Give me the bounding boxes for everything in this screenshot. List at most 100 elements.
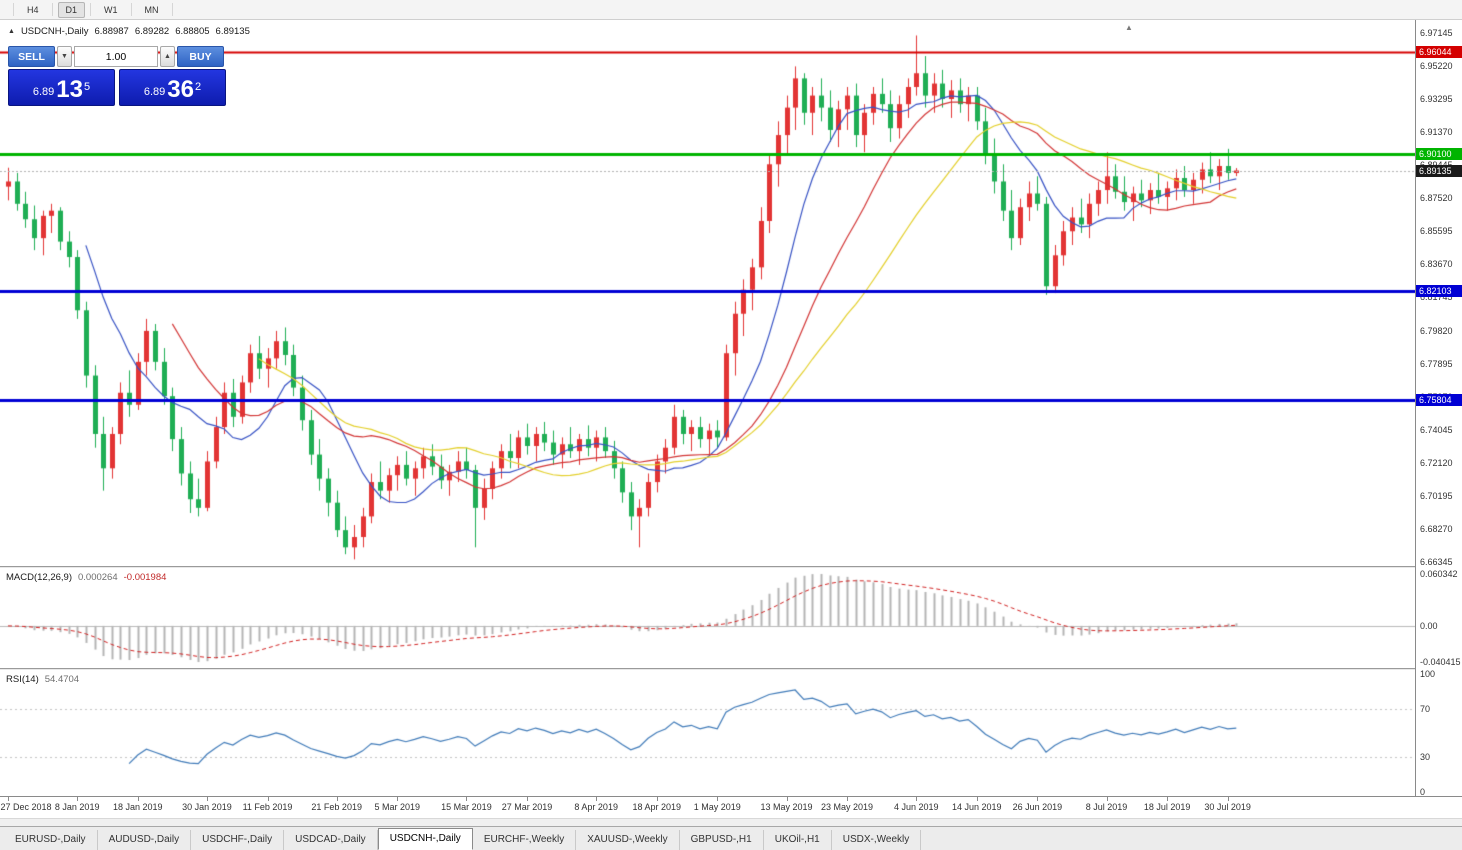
rsi-title-row: RSI(14) 54.4704	[6, 674, 79, 685]
buy-price-point: 2	[195, 81, 202, 93]
date-label: 11 Feb 2019	[242, 802, 293, 812]
one-click-trading-panel: SELL ▼ ▲ BUY 6.89 13 5 6.89 36 2	[8, 46, 226, 106]
price-tick-label: 6.83670	[1420, 259, 1453, 270]
hline-price-badge[interactable]: 6.96044	[1416, 45, 1462, 58]
date-tick	[977, 797, 978, 801]
sell-price-box[interactable]: 6.89 13 5	[8, 69, 115, 106]
chart-shift-marker-icon[interactable]: ▲	[1125, 23, 1133, 32]
hline-price-badge[interactable]: 6.75804	[1416, 393, 1462, 406]
date-label: 27 Dec 2018	[0, 802, 52, 812]
rsi-tick-label: 70	[1420, 704, 1431, 715]
chart-tab-usdcad[interactable]: USDCAD-,Daily	[284, 830, 378, 850]
sell-button[interactable]: SELL	[8, 46, 55, 67]
ohlc-high: 6.89282	[134, 26, 170, 37]
date-label: 30 Jan 2019	[182, 802, 232, 812]
date-label: 27 Mar 2019	[501, 802, 553, 812]
date-tick	[717, 797, 718, 801]
price-tick-label: 6.66345	[1420, 557, 1453, 568]
macd-title-label: MACD(12,26,9)	[6, 572, 72, 583]
macd-panel-separator[interactable]	[0, 566, 1462, 568]
price-tick-label: 6.81745	[1420, 292, 1453, 303]
timeframe-button-mn[interactable]: MN	[144, 4, 159, 15]
rsi-tick-label: 30	[1420, 751, 1431, 762]
timeframe-button-w1[interactable]: W1	[104, 4, 118, 15]
rsi-title-label: RSI(14)	[6, 674, 39, 685]
rsi-indicator-canvas[interactable]	[0, 670, 1415, 796]
horizontal-scroll-strip[interactable]	[0, 818, 1462, 826]
chart-tab-ukoil[interactable]: UKOil-,H1	[763, 830, 832, 850]
date-tick	[207, 797, 208, 801]
date-label: 21 Feb 2019	[311, 802, 362, 812]
date-tick	[1167, 797, 1168, 801]
lot-decrease-button[interactable]: ▼	[57, 46, 72, 67]
main-chart-canvas[interactable]	[0, 20, 1415, 566]
price-axis[interactable]: 6.971456.952206.932956.913706.894456.875…	[1415, 20, 1462, 797]
date-tick	[8, 797, 9, 801]
date-label: 14 Jun 2019	[952, 802, 1002, 812]
timeframe-button-h4[interactable]: H4	[27, 4, 39, 15]
price-tick-label: 6.77895	[1420, 358, 1453, 369]
ohlc-low: 6.88805	[175, 26, 210, 37]
date-tick	[397, 797, 398, 801]
date-tick	[916, 797, 917, 801]
hline-price-badge[interactable]: 6.82103	[1416, 285, 1462, 298]
chart-tab-gbpusd[interactable]: GBPUSD-,H1	[679, 830, 764, 850]
chart-header: ▲ USDCNH-,Daily 6.88987 6.89282 6.88805 …	[8, 26, 250, 37]
price-tick-label: 6.87520	[1420, 193, 1453, 204]
rsi-tick-label: 100	[1420, 669, 1436, 679]
rsi-tick-label: 0	[1420, 787, 1426, 797]
date-label: 30 Jul 2019	[1204, 802, 1251, 812]
price-tick-label: 6.79820	[1420, 325, 1453, 336]
hline-price-badge[interactable]: 6.90100	[1416, 147, 1462, 160]
date-label: 8 Jan 2019	[54, 802, 100, 812]
date-label: 18 Apr 2019	[632, 802, 682, 812]
price-tick-label: 6.68270	[1420, 523, 1453, 534]
macd-signal-value: -0.001984	[123, 572, 167, 583]
timeframe-button-d1[interactable]: D1	[57, 1, 86, 18]
chart-tab-audusd[interactable]: AUDUSD-,Daily	[97, 830, 192, 850]
lot-size-input[interactable]	[74, 46, 158, 67]
chart-tab-bar: EURUSD-,Daily AUDUSD-,Daily USDCHF-,Daily U…	[0, 826, 1462, 850]
chart-tab-usdcnh[interactable]: USDCNH-,Daily	[377, 828, 473, 850]
date-tick	[138, 797, 139, 801]
date-label: 8 Apr 2019	[574, 802, 618, 812]
date-tick	[596, 797, 597, 801]
time-axis[interactable]: 27 Dec 2018 8 Jan 2019 18 Jan 2019 30 Jan 2…	[0, 796, 1462, 818]
chart-tab-usdx[interactable]: USDX-,Weekly	[831, 830, 922, 850]
price-tick-label: 6.74045	[1420, 424, 1453, 435]
chart-tab-eurusd[interactable]: EURUSD-,Daily	[4, 830, 98, 850]
chart-tab-eurchf[interactable]: EURCHF-,Weekly	[472, 830, 577, 850]
price-tick-label: 6.72120	[1420, 457, 1453, 468]
macd-zero-label: 0.00	[1420, 620, 1438, 631]
one-click-collapse-icon[interactable]: ▲	[8, 28, 15, 35]
lot-increase-button[interactable]: ▲	[160, 46, 175, 67]
toolbar-divider	[13, 3, 14, 16]
buy-price-pips: 36	[167, 76, 194, 103]
date-label: 26 Jun 2019	[1012, 802, 1063, 812]
buy-price-box[interactable]: 6.89 36 2	[119, 69, 226, 106]
price-tick-label: 6.91370	[1420, 127, 1453, 138]
date-tick	[77, 797, 78, 801]
buy-button[interactable]: BUY	[177, 46, 224, 67]
sell-price-pips: 13	[56, 76, 83, 103]
date-label: 4 Jun 2019	[893, 802, 939, 812]
toolbar-divider	[171, 3, 173, 16]
toolbar-divider	[51, 3, 53, 16]
date-tick	[337, 797, 338, 801]
current-price-badge: 6.89135	[1416, 164, 1462, 177]
sell-price-point: 5	[84, 81, 91, 93]
toolbar-divider	[130, 3, 132, 16]
macd-main-value: 0.000264	[78, 572, 118, 583]
rsi-panel-separator[interactable]	[0, 668, 1462, 670]
chart-tab-xauusd[interactable]: XAUUSD-,Weekly	[576, 830, 680, 850]
price-tick-label: 6.70195	[1420, 490, 1453, 501]
macd-indicator-canvas[interactable]	[0, 568, 1415, 668]
date-label: 23 May 2019	[821, 802, 874, 812]
top-toolbar: H4 D1 W1 MN	[0, 0, 1462, 20]
ohlc-close: 6.89135	[215, 26, 250, 37]
date-tick	[1037, 797, 1038, 801]
price-tick-label: 6.97145	[1420, 27, 1453, 38]
price-tick-label: 6.93295	[1420, 94, 1453, 105]
chart-tab-usdchf[interactable]: USDCHF-,Daily	[191, 830, 285, 850]
one-click-order-row: SELL ▼ ▲ BUY	[8, 46, 226, 67]
